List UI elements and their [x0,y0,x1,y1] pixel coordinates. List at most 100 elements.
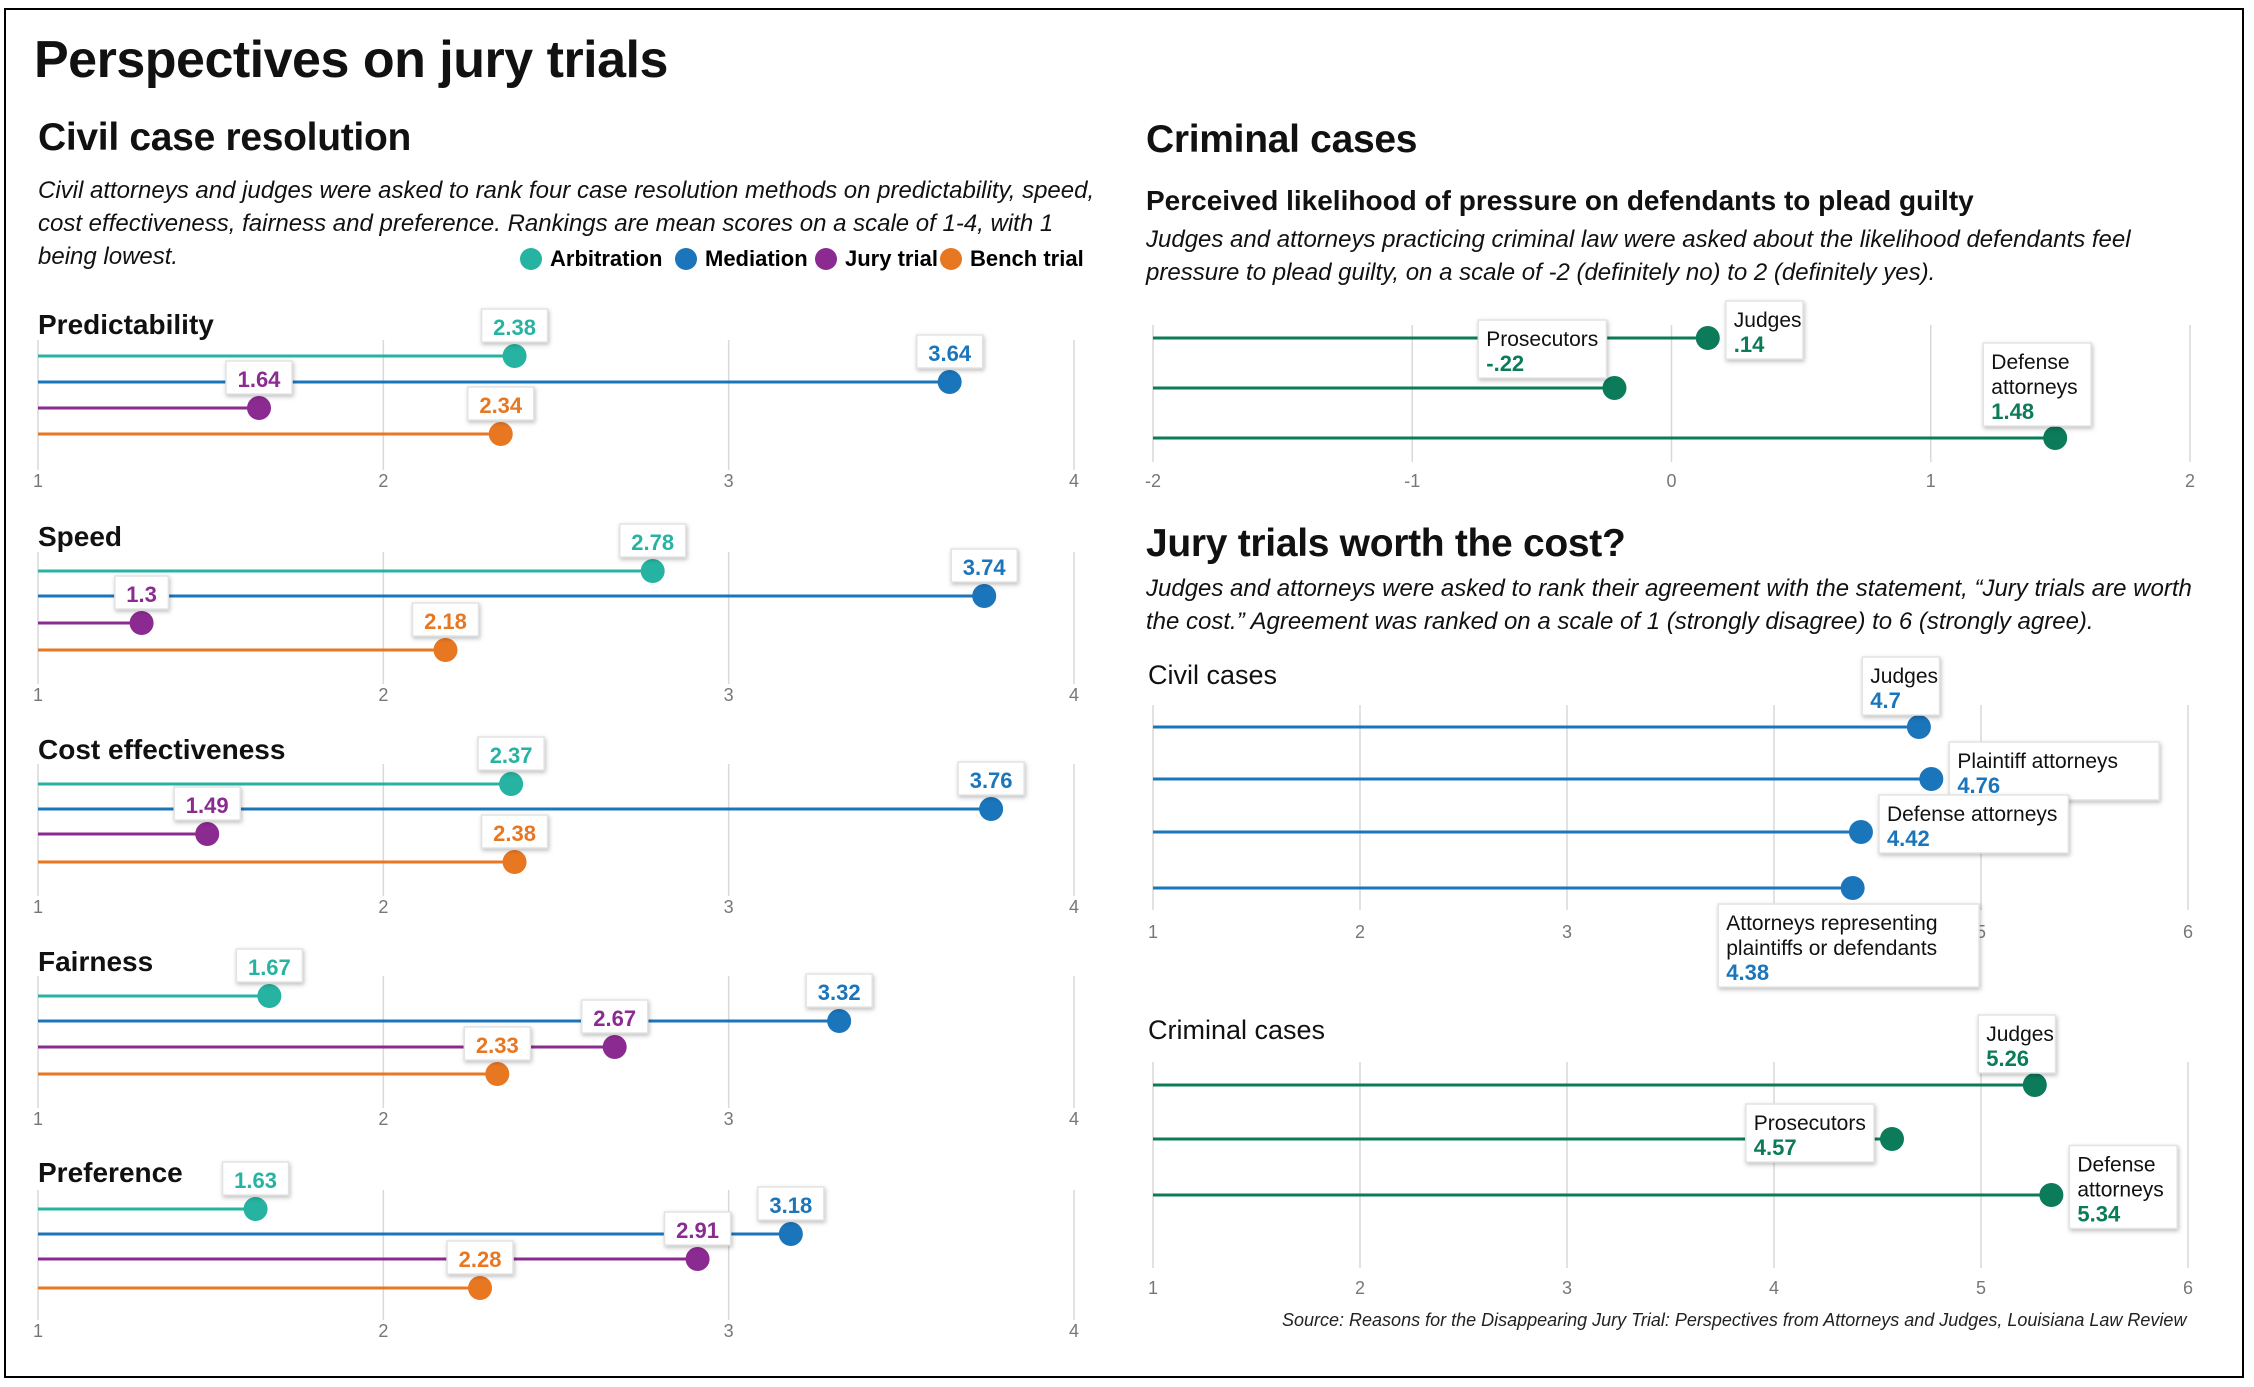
data-label-value: 2.18 [424,609,467,634]
data-label-box [950,548,1018,583]
data-label-value: 3.64 [928,341,972,366]
legend-swatch [940,248,962,270]
data-label-value: 2.28 [459,1247,502,1272]
data-label-name: Prosecutors [1754,1112,1866,1135]
tick-label: 2 [378,1321,388,1341]
tick-label: 4 [1069,471,1079,491]
tick-label: 3 [724,685,734,705]
tick-label: 2 [378,1109,388,1129]
tick-label: 4 [1069,1321,1079,1341]
data-point [247,396,272,420]
data-point [1602,376,1627,400]
data-label-box [1878,794,2070,854]
data-point [195,822,220,846]
data-label-box [173,786,241,821]
tick-label: 1 [33,1109,43,1129]
civil-heading: Civil case resolution [38,116,411,159]
data-label-box [1725,300,1804,360]
tick-label: 2 [378,685,388,705]
data-label-value: 3.74 [963,555,1007,580]
data-label-value: 1.3 [126,582,157,607]
data-label-value: -.22 [1486,351,1524,376]
legend-item-arbitration: Arbitration [520,246,662,272]
data-label-value: 4.76 [1957,773,2000,798]
data-label-value: 1.64 [238,367,282,392]
data-label-value: 4.38 [1726,960,1769,985]
data-label-box [480,814,549,849]
cost-description: Judges and attorneys were asked to rank … [1146,575,2192,635]
legend-swatch [815,248,837,270]
data-label-name: Defense [2077,1154,2155,1177]
data-label-value: 3.76 [970,768,1013,793]
tick-label: 5 [1976,922,1986,942]
data-label-box [411,602,480,637]
data-point [2043,426,2068,450]
tick-label: 1 [1148,922,1158,942]
tick-label: 0 [1666,471,1676,491]
data-label-box [1861,656,1941,716]
data-point [1906,715,1931,739]
data-label-value: 5.34 [2077,1202,2121,1227]
data-label-box [618,523,687,558]
data-label-box [1982,342,2092,427]
criminal-heading: Criminal cases [1146,118,1418,161]
data-label-value: .14 [1734,332,1765,357]
data-label-value: 5.26 [1986,1046,2029,1071]
data-label-box [1745,1103,1875,1163]
data-label-value: 1.67 [248,955,291,980]
data-label-box [477,736,545,771]
data-label-name: plaintiffs or defendants [1726,937,1937,960]
data-label-box [1477,319,1608,379]
tick-label: 4 [1069,685,1079,705]
data-point [640,559,665,583]
chart-title: Criminal cases [1148,1015,1325,1045]
tick-label: 1 [1148,1278,1158,1298]
tick-label: 3 [724,471,734,491]
tick-label: 2 [378,471,388,491]
data-label-value: 4.57 [1754,1135,1797,1160]
tick-label: 5 [1976,1278,1986,1298]
tick-label: 1 [33,471,43,491]
cost-heading: Jury trials worth the cost? [1146,522,1626,565]
data-point [1695,326,1720,350]
legend-label: Bench trial [970,246,1084,271]
data-label-box [805,973,873,1008]
data-label-value: 2.34 [479,393,523,418]
tick-label: 3 [724,1109,734,1129]
data-point [979,797,1004,821]
data-point [2022,1073,2047,1097]
data-label-name: Attorneys representing [1726,912,1937,935]
data-point [257,984,282,1008]
data-label-name: attorneys [1991,376,2077,399]
data-point [1919,767,1944,791]
data-label-box [446,1240,514,1275]
tick-label: 4 [1069,897,1079,917]
data-point [499,772,524,796]
data-point [243,1197,268,1221]
data-point [1848,820,1873,844]
tick-label: 2 [378,897,388,917]
data-label-box [957,761,1025,796]
data-label-value: 2.37 [490,743,533,768]
legend-swatch [520,248,542,270]
data-label-value: 2.38 [493,315,536,340]
data-point [488,422,513,446]
chart-title: Cost effectiveness [38,734,285,765]
legend-label: Mediation [705,246,808,271]
data-label-value: 4.7 [1870,688,1901,713]
tick-label: 3 [1562,1278,1572,1298]
data-point [502,850,527,874]
data-label-name: Defense attorneys [1887,803,2057,826]
data-point [602,1035,627,1059]
civil-description: Civil attorneys and judges were asked to… [38,177,1095,270]
data-point [1879,1127,1904,1151]
legend-label: Arbitration [550,246,663,271]
data-label-value: 3.32 [818,980,861,1005]
data-label-box [463,1026,532,1061]
data-label-value: 3.18 [769,1193,812,1218]
data-label-value: 2.67 [593,1006,636,1031]
data-label-name: Plaintiff attorneys [1957,750,2118,773]
